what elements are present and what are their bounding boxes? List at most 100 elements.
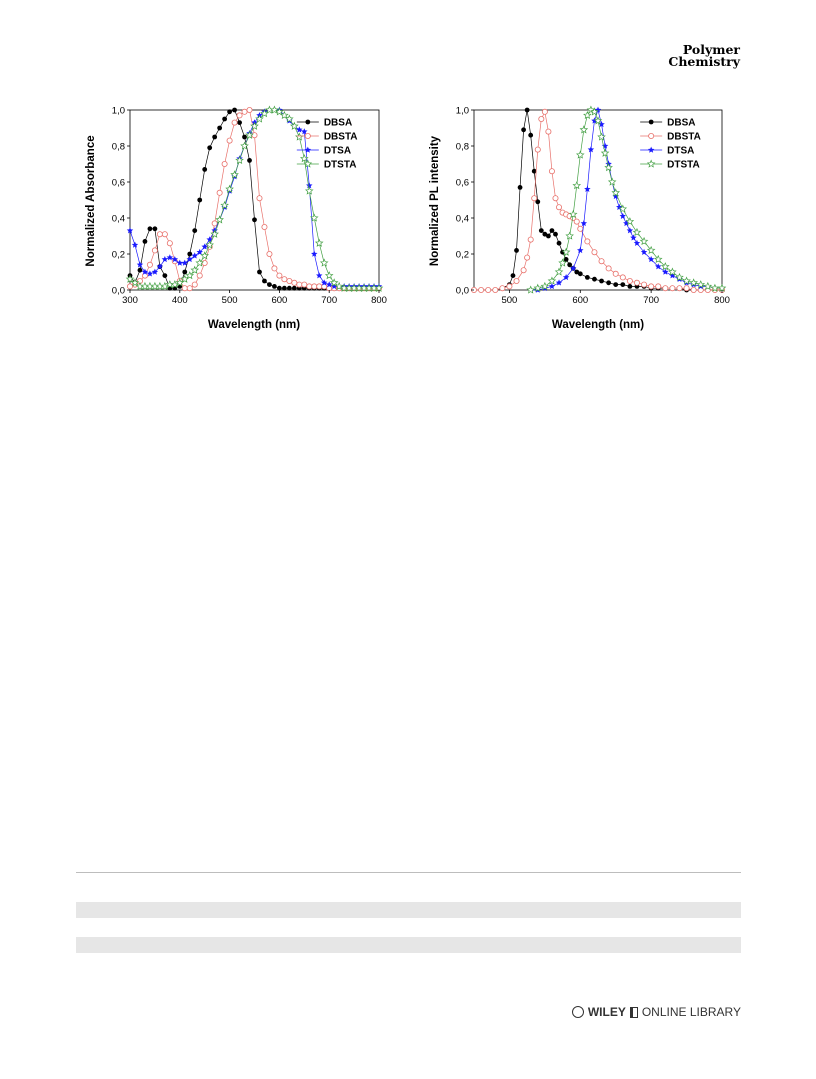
abs-ytick-label: 0,8 [112, 142, 125, 153]
abs-point-dbsta [306, 283, 313, 290]
pl-point-dbsa [542, 231, 548, 237]
abs-point-dtsta [125, 274, 135, 283]
abs-point-dtsa [131, 241, 139, 248]
pl-point-dtsta [568, 209, 578, 219]
abs-legend-label-dbsa: DBSA [324, 118, 352, 129]
abs-point-dbsta [256, 195, 263, 202]
footer-bar-2 [76, 937, 741, 953]
abs-point-dtsa [306, 182, 313, 189]
pl-point-dtsa [548, 283, 556, 290]
pl-point-dbsta [545, 128, 552, 135]
abs-point-dbsa [291, 285, 297, 291]
abs-point-dtsta [190, 265, 200, 274]
pl-point-dtsa [633, 239, 641, 246]
pl-point-dbsta [524, 254, 531, 261]
pl-point-dbsa [584, 275, 590, 280]
abs-point-dtsta [255, 114, 264, 123]
abs-point-dbsa [237, 120, 242, 125]
pl-point-dbsa [521, 127, 526, 133]
pl-point-dbsta [619, 274, 626, 281]
pl-point-dbsa [549, 228, 555, 234]
abs-point-dtsta [130, 278, 140, 287]
pl-point-dtsta [703, 281, 713, 291]
pl-point-dbsta [669, 285, 676, 292]
abs-xtick-label: 700 [321, 295, 337, 306]
pl-point-dbsta [641, 281, 648, 288]
abs-point-dtsta [309, 213, 319, 222]
pl-point-dtsa [562, 274, 570, 281]
pl-point-dtsta [558, 258, 567, 267]
pl-point-dtsta [540, 281, 550, 291]
abs-ytick-label: 0,2 [112, 250, 125, 261]
journal-name-line2: Chemistry [668, 54, 740, 69]
pl-point-dtsa [580, 220, 588, 227]
abs-point-dbsta [231, 119, 238, 126]
abs-series-dtsta [125, 105, 384, 292]
pl-point-dbsta [506, 283, 513, 290]
abs-point-dbsta [181, 285, 188, 292]
abs-point-dtsta [374, 283, 384, 292]
pl-point-dbsa [556, 240, 562, 246]
abs-point-dbsta [286, 277, 293, 284]
pl-legend-marker-dtsa [647, 146, 655, 153]
pl-xtick-label: 800 [714, 295, 730, 306]
pl-point-dbsa [517, 185, 523, 190]
abs-point-dtsta [210, 229, 219, 238]
abs-legend-marker-dtsta [303, 159, 313, 168]
wiley-library: ONLINE LIBRARY [641, 1005, 741, 1019]
abs-legend-label-dtsa: DTSA [324, 146, 351, 157]
abs-point-dtsta [235, 155, 244, 165]
abs-point-dtsa [126, 227, 134, 234]
abs-xtick-label: 300 [122, 295, 138, 306]
abs-point-dtsa [316, 272, 323, 279]
abs-point-dtsta [300, 154, 309, 163]
pl-legend-label-dtsta: DTSTA [667, 160, 700, 171]
pl-point-dbsa [553, 231, 558, 237]
abs-point-dtsta [250, 121, 259, 130]
pl-point-dbsta [534, 146, 541, 153]
pl-point-dtsa [587, 146, 595, 153]
abs-point-dbsta [276, 272, 283, 279]
abs-point-dtsta [304, 186, 314, 195]
pl-point-dbsta [626, 277, 633, 284]
pl-point-dtsa [630, 234, 637, 241]
abs-ytick-label: 0,4 [112, 214, 125, 225]
pl-point-dtsta [639, 236, 649, 246]
abs-point-dbsta [291, 279, 298, 286]
pl-point-dbsta [527, 236, 534, 243]
pl-ytick-label: 1,0 [456, 106, 469, 117]
abs-point-dtsa [191, 252, 198, 259]
abs-point-dbsta [161, 231, 168, 238]
abs-xtick-label: 800 [371, 295, 387, 306]
pl-point-dtsta [675, 272, 684, 282]
pl-point-dtsta [533, 283, 543, 292]
pl-point-dtsta [646, 245, 656, 255]
pl-point-dtsta [611, 188, 621, 197]
pl-point-dbsta [513, 277, 520, 284]
pl-point-dbsa [577, 271, 583, 277]
abs-point-dbsta [156, 231, 163, 238]
wiley-logo[interactable]: WILEY ONLINE LIBRARY [571, 1005, 741, 1019]
abs-point-dbsa [227, 109, 233, 115]
pl-point-dbsa [620, 282, 626, 287]
pl-legend-marker-dbsta [648, 133, 655, 140]
abs-point-dtsta [175, 278, 185, 287]
abs-point-dbsta [236, 112, 243, 119]
abs-point-dtsta [280, 110, 289, 120]
abs-point-dbsta [251, 132, 258, 139]
abs-point-dtsta [329, 278, 339, 287]
abs-point-dtsta [240, 141, 249, 150]
pl-chart: 500 600 700 800 0,0 0,2 0,4 0,6 0,8 1,0 Wavelengt… [429, 105, 730, 331]
abs-point-dbsa [222, 116, 228, 122]
abs-point-dbsa [202, 167, 208, 172]
abs-legend-label-dtsta: DTSTA [324, 160, 357, 171]
pl-legend-label-dbsta: DBSTA [667, 132, 701, 143]
abs-point-dtsa [141, 268, 149, 275]
abs-point-dtsa [296, 126, 303, 133]
pl-point-dtsta [547, 276, 557, 285]
pl-point-dbsa [546, 233, 551, 239]
abs-point-dtsta [200, 251, 209, 260]
abs-point-dtsta [230, 170, 239, 179]
pl-point-dbsa [538, 228, 544, 234]
pl-point-dbsa [514, 248, 519, 253]
